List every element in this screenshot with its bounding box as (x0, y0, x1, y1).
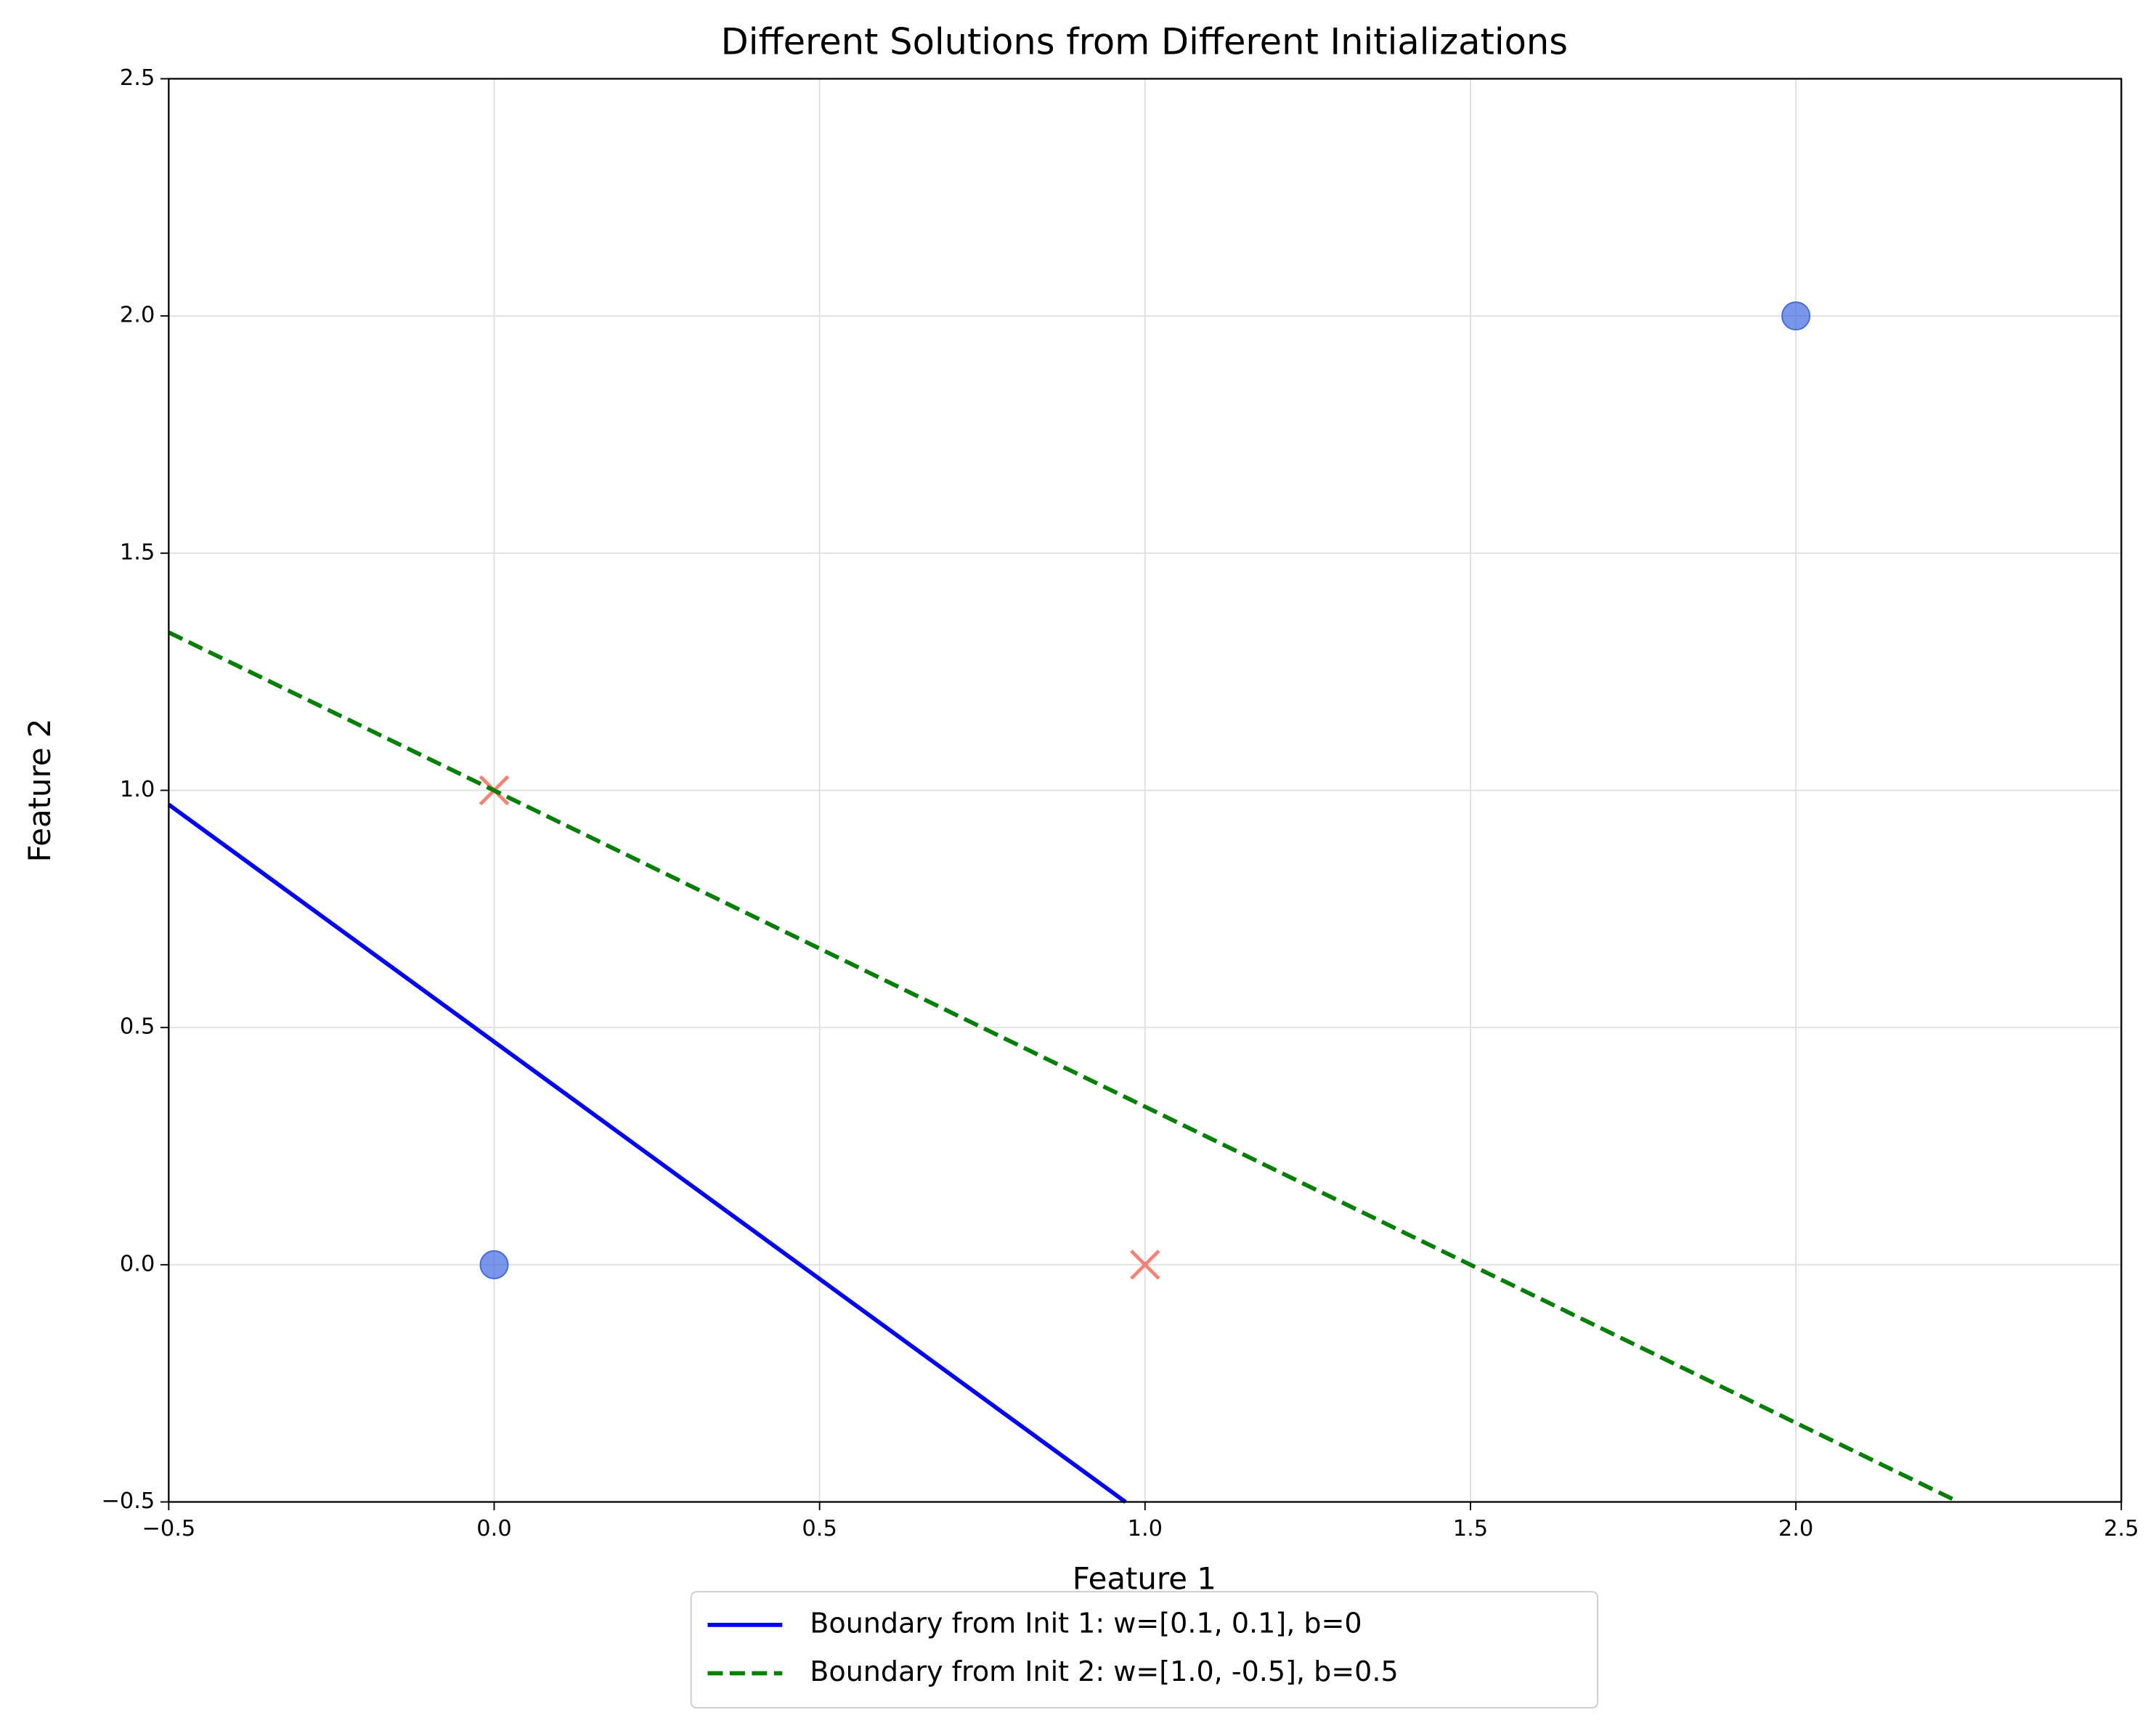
boundary-line (168, 630, 1960, 1504)
x-tick-label: 1.0 (1128, 1516, 1163, 1541)
y-tick-label: 2.5 (120, 65, 155, 91)
plot-frame (168, 78, 2123, 1503)
y-tick-label: 2.0 (120, 303, 155, 328)
x-tick-label: 2.0 (1778, 1516, 1813, 1541)
x-tick-label: −0.5 (142, 1516, 195, 1541)
point (1130, 1250, 1160, 1280)
point (1781, 301, 1811, 331)
x-tick-label: 0.5 (802, 1516, 837, 1541)
y-tick-label: 0.5 (120, 1014, 155, 1040)
legend-label: Boundary from Init 1: w=[0.1, 0.1], b=0 (810, 1607, 1362, 1639)
legend-box (690, 1591, 1598, 1709)
x-tick-label: 2.5 (2104, 1516, 2139, 1541)
boundary-line (167, 802, 1127, 1504)
legend-label: Boundary from Init 2: w=[1.0, -0.5], b=0… (810, 1655, 1398, 1687)
y-tick-label: −0.5 (101, 1488, 155, 1514)
x-axis-label: Feature 1 (1073, 1560, 1216, 1596)
y-axis-label: Feature 2 (22, 718, 57, 862)
x-tick-label: 0.0 (476, 1516, 511, 1541)
y-tick-label: 1.0 (120, 777, 155, 802)
chart-title: Different Solutions from Different Initi… (721, 20, 1568, 62)
y-tick-label: 0.0 (120, 1251, 155, 1276)
x-tick-label: 1.5 (1453, 1516, 1488, 1541)
point (479, 1250, 509, 1279)
y-tick-label: 1.5 (120, 539, 155, 565)
